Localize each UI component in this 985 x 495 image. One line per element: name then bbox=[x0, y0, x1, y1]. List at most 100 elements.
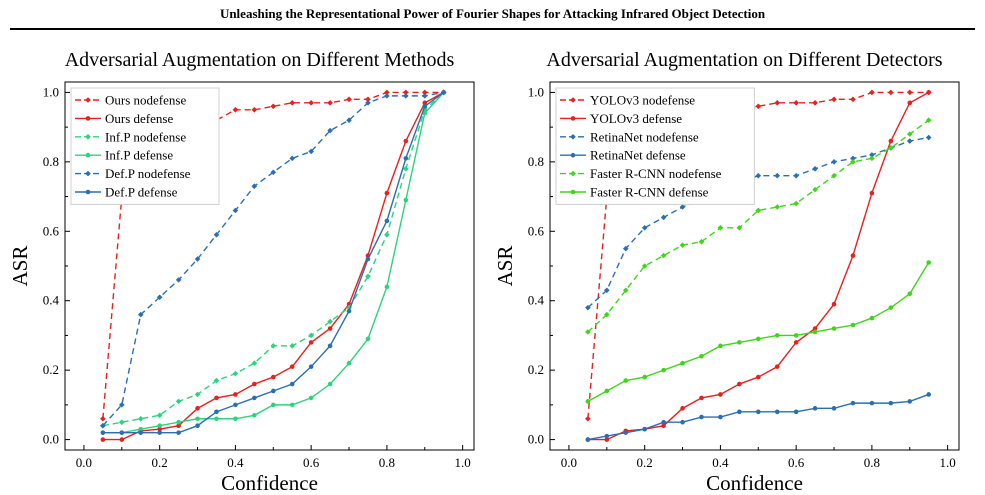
data-point-ours-defense bbox=[308, 340, 314, 345]
data-point-ours-defense bbox=[195, 406, 200, 411]
data-point-faster-r-cnn-nodefense bbox=[755, 207, 762, 214]
data-point-inf-p-defense bbox=[138, 426, 144, 432]
legend-marker bbox=[85, 170, 91, 177]
data-point-inf-p-defense bbox=[233, 416, 238, 422]
data-point-def-p-nodefense bbox=[119, 402, 125, 408]
data-point-faster-r-cnn-defense bbox=[718, 343, 723, 349]
chart-title: Adversarial Augmentation on Different De… bbox=[546, 49, 942, 71]
data-point-def-p-nodefense bbox=[156, 294, 163, 301]
data-point-yolov3-defense bbox=[699, 395, 704, 401]
data-point-def-p-nodefense bbox=[384, 93, 390, 99]
data-point-yolov3-defense bbox=[737, 381, 742, 387]
data-point-ours-nodefense bbox=[384, 89, 390, 96]
y-axis-label: ASR bbox=[493, 246, 517, 287]
data-point-ours-defense bbox=[119, 437, 125, 442]
data-point-faster-r-cnn-defense bbox=[812, 329, 818, 335]
data-point-faster-r-cnn-defense bbox=[755, 336, 761, 342]
data-point-faster-r-cnn-nodefense bbox=[717, 225, 724, 231]
data-point-def-p-nodefense bbox=[137, 311, 144, 318]
data-point-retinanet-defense bbox=[585, 437, 591, 442]
legend-marker bbox=[570, 189, 576, 195]
chart-panel-a: Adversarial Augmentation on Different Me… bbox=[8, 49, 475, 495]
data-point-inf-p-defense bbox=[384, 284, 390, 290]
x-tick-label: 0.8 bbox=[379, 455, 395, 470]
data-point-inf-p-defense bbox=[176, 419, 181, 425]
data-point-faster-r-cnn-defense bbox=[604, 388, 610, 394]
data-point-retinanet-defense bbox=[642, 426, 647, 432]
data-point-yolov3-nodefense bbox=[585, 415, 591, 422]
data-point-def-p-defense bbox=[327, 343, 333, 349]
data-point-faster-r-cnn-nodefense bbox=[660, 252, 667, 259]
data-point-ours-nodefense bbox=[270, 103, 277, 110]
data-point-def-p-defense bbox=[441, 90, 447, 95]
data-point-faster-r-cnn-defense bbox=[831, 326, 837, 331]
data-point-ours-defense bbox=[422, 100, 428, 106]
data-point-def-p-defense bbox=[138, 430, 144, 435]
data-point-inf-p-nodefense bbox=[137, 415, 144, 422]
y-tick-label: 0.4 bbox=[43, 293, 60, 308]
data-point-yolov3-nodefense bbox=[831, 96, 837, 103]
data-point-retinanet-defense bbox=[680, 419, 685, 425]
data-point-yolov3-nodefense bbox=[812, 100, 818, 106]
legend-label: YOLOv3 nodefense bbox=[590, 93, 695, 108]
data-point-inf-p-defense bbox=[252, 412, 257, 418]
data-point-yolov3-defense bbox=[793, 340, 799, 345]
data-point-faster-r-cnn-defense bbox=[869, 315, 875, 321]
y-tick-label: 0.4 bbox=[528, 293, 545, 308]
data-point-yolov3-defense bbox=[831, 301, 837, 307]
data-point-def-p-nodefense bbox=[175, 277, 182, 283]
data-point-inf-p-nodefense bbox=[289, 343, 296, 349]
data-point-inf-p-nodefense bbox=[194, 391, 201, 398]
data-point-ours-nodefense bbox=[289, 100, 296, 106]
data-point-faster-r-cnn-nodefense bbox=[622, 287, 629, 294]
data-point-yolov3-defense bbox=[774, 364, 780, 369]
data-point-faster-r-cnn-defense bbox=[699, 353, 704, 359]
data-point-def-p-nodefense bbox=[232, 207, 239, 214]
data-point-inf-p-nodefense bbox=[175, 398, 182, 405]
data-point-def-p-defense bbox=[252, 395, 257, 401]
data-point-yolov3-nodefense bbox=[906, 89, 913, 96]
legend-label: Ours defense bbox=[105, 111, 173, 126]
y-tick-label: 1.0 bbox=[528, 84, 544, 99]
data-point-retinanet-nodefense bbox=[906, 138, 913, 144]
data-point-def-p-defense bbox=[346, 308, 352, 314]
data-point-retinanet-nodefense bbox=[641, 225, 648, 231]
data-point-faster-r-cnn-defense bbox=[623, 378, 629, 383]
data-point-retinanet-defense bbox=[926, 392, 932, 397]
data-point-inf-p-nodefense bbox=[308, 332, 314, 339]
data-point-def-p-nodefense bbox=[308, 148, 314, 155]
data-point-retinanet-nodefense bbox=[755, 172, 762, 179]
legend-marker bbox=[85, 97, 91, 103]
data-point-def-p-defense bbox=[119, 430, 125, 435]
x-tick-label: 0.4 bbox=[227, 455, 244, 470]
data-point-def-p-defense bbox=[157, 430, 162, 435]
paper-header: Unleashing the Representational Power of… bbox=[219, 6, 766, 21]
data-point-inf-p-nodefense bbox=[327, 318, 333, 325]
data-point-def-p-defense bbox=[308, 364, 314, 369]
data-point-inf-p-defense bbox=[270, 402, 276, 408]
data-point-ours-defense bbox=[327, 326, 333, 331]
x-axis-label: Confidence bbox=[706, 471, 803, 495]
data-point-faster-r-cnn-defense bbox=[774, 333, 780, 338]
data-point-ours-defense bbox=[252, 381, 257, 387]
data-point-faster-r-cnn-nodefense bbox=[793, 200, 799, 207]
data-point-ours-defense bbox=[176, 423, 181, 428]
data-point-inf-p-nodefense bbox=[213, 377, 220, 384]
data-point-retinanet-defense bbox=[831, 406, 837, 411]
y-tick-label: 0.6 bbox=[528, 223, 545, 238]
legend-marker bbox=[85, 189, 91, 195]
data-point-def-p-nodefense bbox=[251, 183, 258, 189]
data-point-ours-nodefense bbox=[421, 89, 428, 96]
data-point-faster-r-cnn-defense bbox=[585, 399, 591, 404]
legend-label: Faster R-CNN defense bbox=[590, 185, 709, 200]
data-point-ours-defense bbox=[233, 392, 238, 397]
data-point-def-p-nodefense bbox=[421, 93, 428, 99]
data-point-yolov3-defense bbox=[888, 138, 894, 144]
data-point-ours-nodefense bbox=[251, 106, 258, 113]
data-point-retinanet-nodefense bbox=[660, 214, 667, 221]
data-point-yolov3-defense bbox=[926, 90, 932, 95]
data-point-retinanet-defense bbox=[850, 400, 856, 406]
data-point-ours-defense bbox=[403, 138, 409, 144]
data-point-def-p-defense bbox=[289, 381, 295, 387]
data-point-retinanet-defense bbox=[661, 419, 666, 425]
